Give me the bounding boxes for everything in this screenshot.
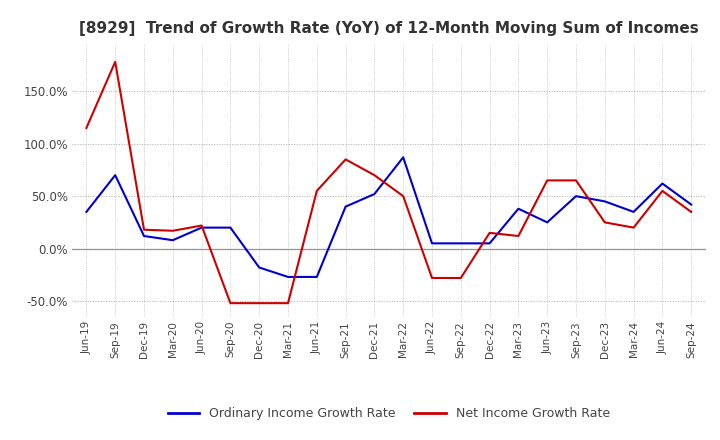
Net Income Growth Rate — [82, 125, 91, 131]
Ordinary Income Growth Rate — [572, 194, 580, 199]
Ordinary Income Growth Rate — [284, 274, 292, 279]
Net Income Growth Rate — [600, 220, 609, 225]
Ordinary Income Growth Rate — [140, 233, 148, 238]
Net Income Growth Rate — [456, 275, 465, 281]
Ordinary Income Growth Rate — [255, 265, 264, 270]
Net Income Growth Rate — [111, 59, 120, 65]
Ordinary Income Growth Rate — [428, 241, 436, 246]
Net Income Growth Rate — [312, 188, 321, 194]
Ordinary Income Growth Rate — [600, 199, 609, 204]
Ordinary Income Growth Rate — [312, 274, 321, 279]
Ordinary Income Growth Rate — [687, 202, 696, 207]
Ordinary Income Growth Rate — [168, 238, 177, 243]
Net Income Growth Rate — [284, 301, 292, 306]
Net Income Growth Rate — [428, 275, 436, 281]
Net Income Growth Rate — [370, 172, 379, 178]
Net Income Growth Rate — [140, 227, 148, 232]
Ordinary Income Growth Rate — [226, 225, 235, 230]
Net Income Growth Rate — [399, 194, 408, 199]
Ordinary Income Growth Rate — [370, 191, 379, 197]
Ordinary Income Growth Rate — [399, 155, 408, 160]
Ordinary Income Growth Rate — [514, 206, 523, 211]
Ordinary Income Growth Rate — [485, 241, 494, 246]
Ordinary Income Growth Rate — [543, 220, 552, 225]
Legend: Ordinary Income Growth Rate, Net Income Growth Rate: Ordinary Income Growth Rate, Net Income … — [163, 402, 615, 425]
Ordinary Income Growth Rate — [82, 209, 91, 215]
Net Income Growth Rate — [341, 157, 350, 162]
Net Income Growth Rate — [687, 209, 696, 215]
Ordinary Income Growth Rate — [111, 172, 120, 178]
Net Income Growth Rate — [197, 223, 206, 228]
Net Income Growth Rate — [226, 301, 235, 306]
Net Income Growth Rate — [658, 188, 667, 194]
Net Income Growth Rate — [629, 225, 638, 230]
Ordinary Income Growth Rate — [456, 241, 465, 246]
Net Income Growth Rate — [543, 178, 552, 183]
Ordinary Income Growth Rate — [629, 209, 638, 215]
Ordinary Income Growth Rate — [197, 225, 206, 230]
Ordinary Income Growth Rate — [341, 204, 350, 209]
Net Income Growth Rate — [485, 230, 494, 235]
Net Income Growth Rate — [255, 301, 264, 306]
Ordinary Income Growth Rate — [658, 181, 667, 186]
Net Income Growth Rate — [168, 228, 177, 233]
Title: [8929]  Trend of Growth Rate (YoY) of 12-Month Moving Sum of Incomes: [8929] Trend of Growth Rate (YoY) of 12-… — [79, 21, 698, 36]
Line: Ordinary Income Growth Rate: Ordinary Income Growth Rate — [86, 158, 691, 277]
Net Income Growth Rate — [514, 233, 523, 238]
Net Income Growth Rate — [572, 178, 580, 183]
Line: Net Income Growth Rate: Net Income Growth Rate — [86, 62, 691, 303]
